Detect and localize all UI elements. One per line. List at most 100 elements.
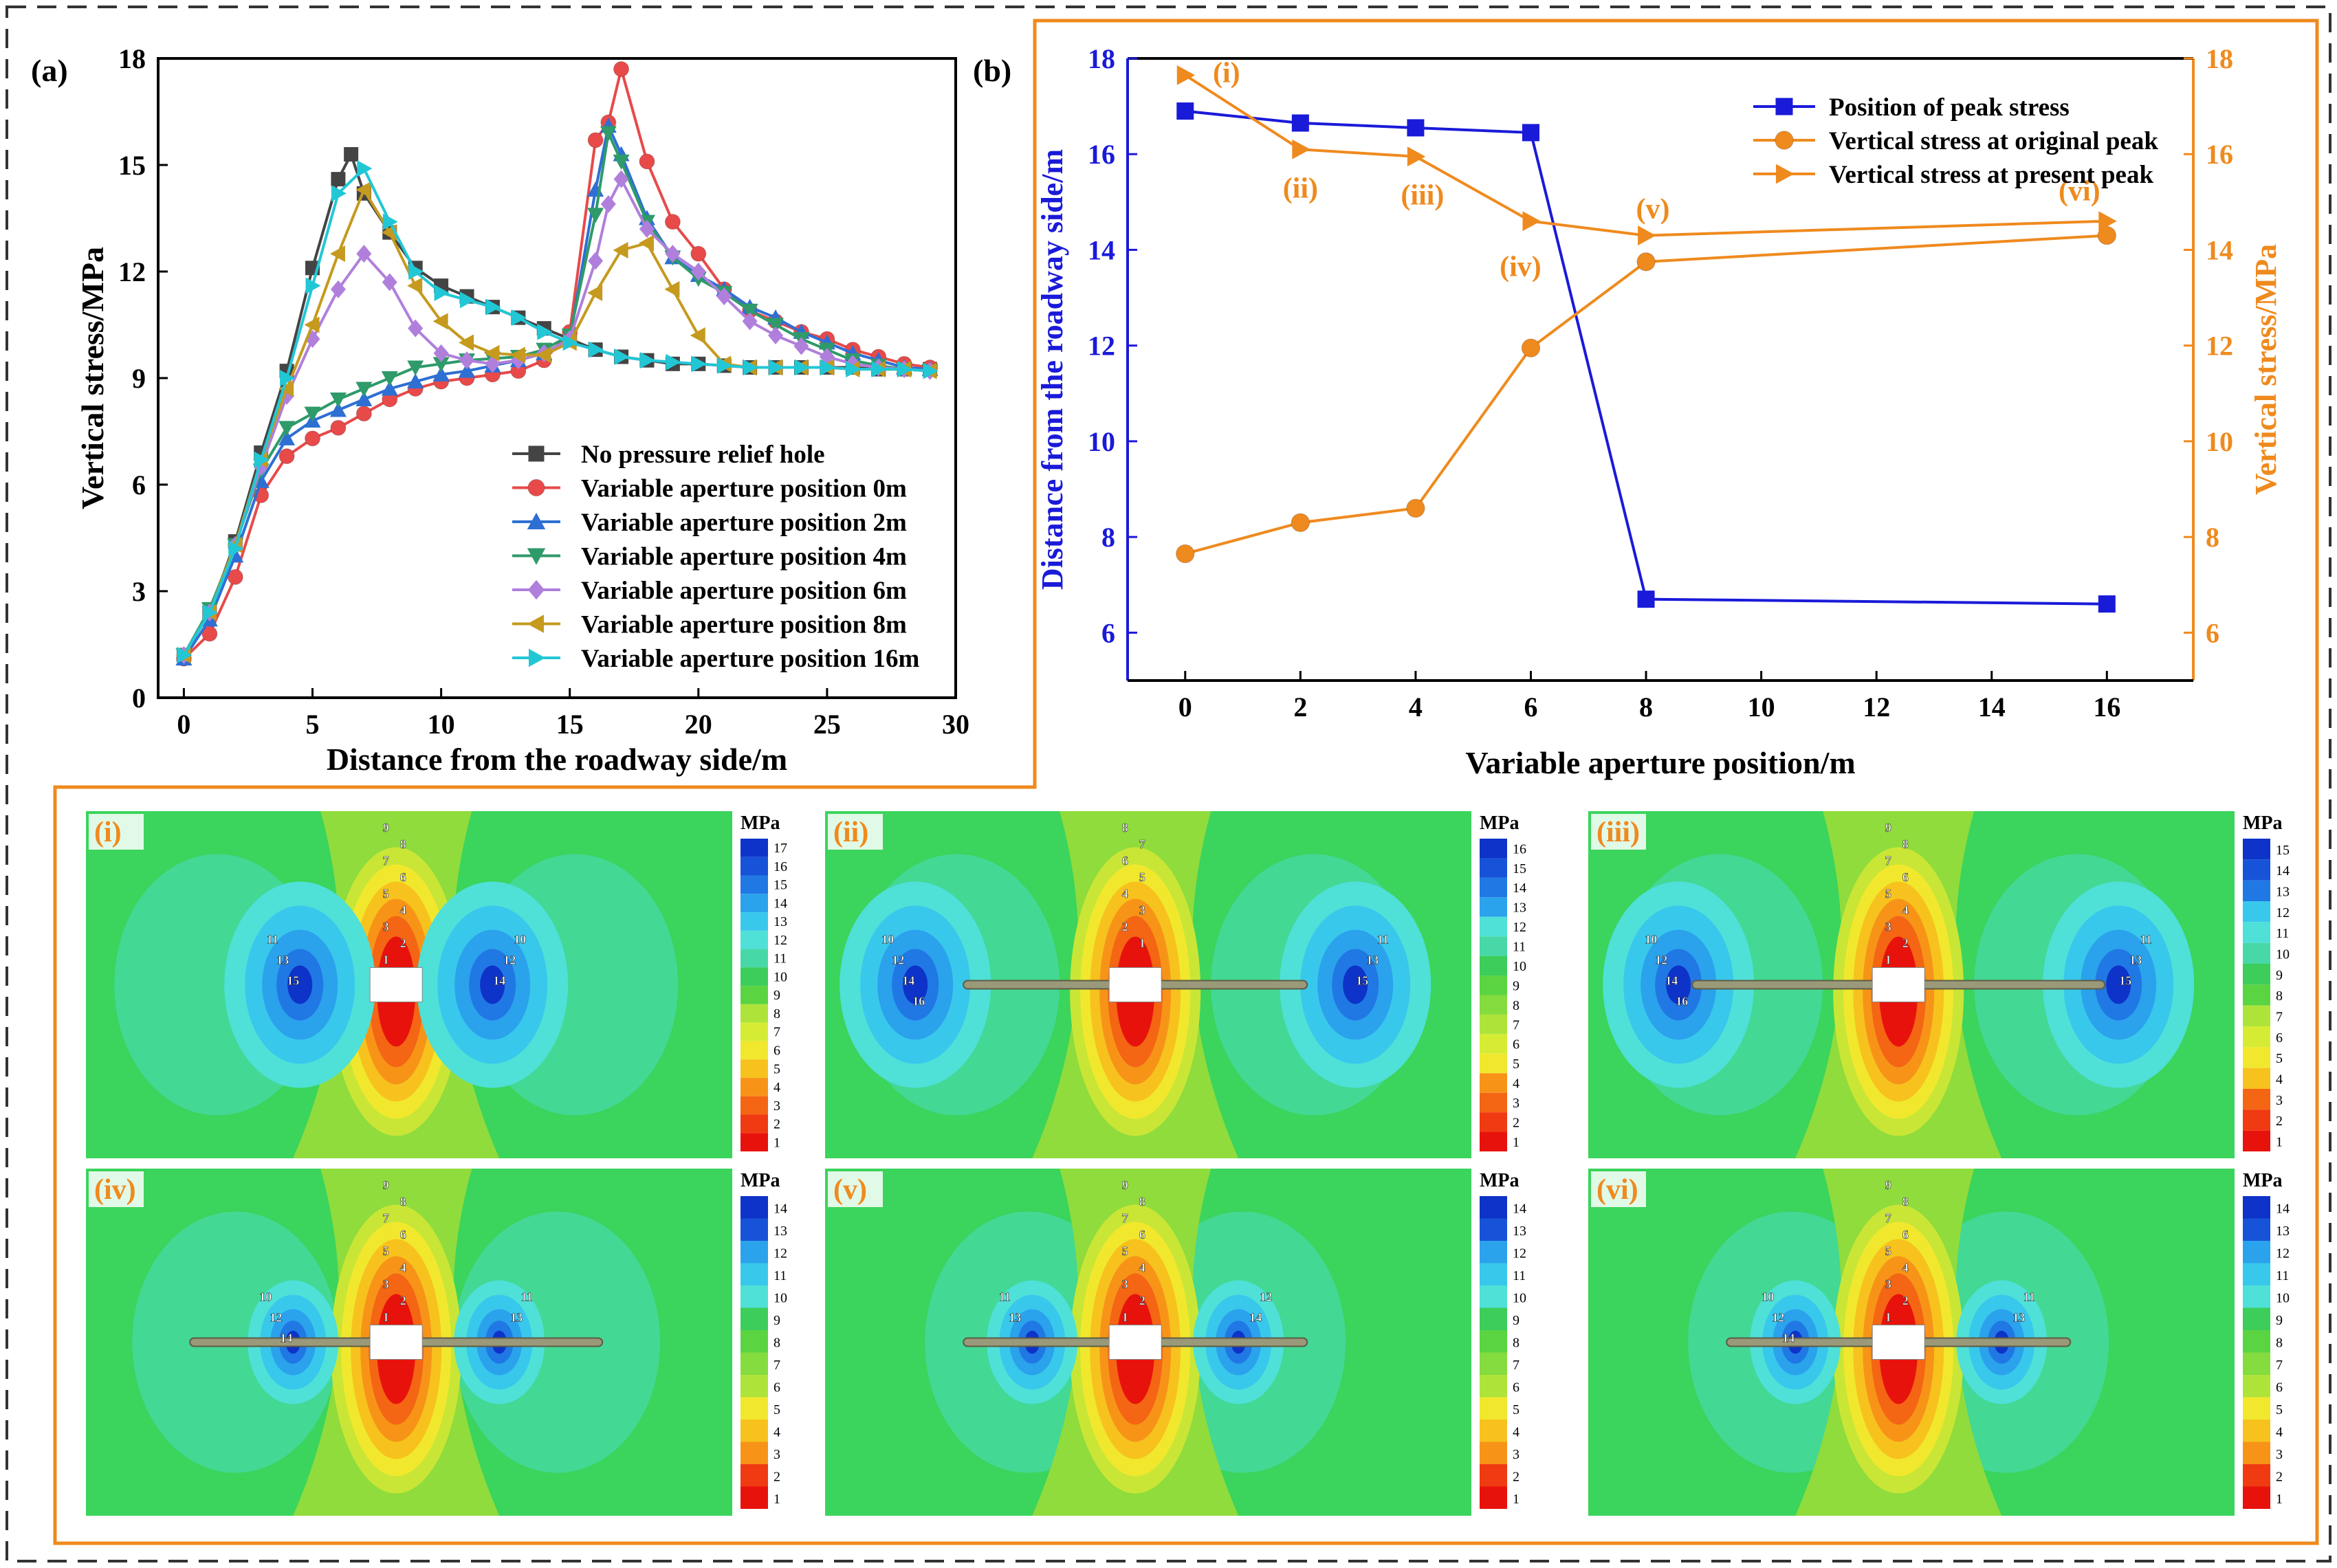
data-point: [1291, 513, 1310, 532]
contour-label-top: 7: [1885, 1211, 1891, 1225]
panel-label-bg: [828, 1171, 883, 1207]
legend-value: 9: [1513, 1313, 1519, 1328]
legend-swatch: [740, 1041, 768, 1060]
legend-swatch: [1480, 1131, 1507, 1151]
y-tick-label-left-b: 18: [1088, 43, 1115, 74]
legend-value: 7: [773, 1358, 780, 1373]
data-point: [355, 406, 372, 422]
legend-swatch: [1480, 858, 1507, 878]
contour-label-top: 4: [1902, 903, 1909, 917]
legend-value: 1: [2276, 1134, 2283, 1149]
contour-label-top: 7: [1885, 854, 1891, 868]
legend-marker-b: [1776, 164, 1795, 184]
series-a-6: [177, 160, 939, 663]
y-axis-label-right-b: Vertical stress/MPa: [2249, 244, 2283, 495]
data-point: [639, 220, 655, 238]
data-point: [485, 298, 501, 316]
roadway-opening: [1108, 967, 1162, 1002]
contour-label-right: 13: [1366, 953, 1379, 967]
data-point: [613, 242, 628, 258]
series-line: [1185, 234, 2107, 555]
contour-label-right: 12: [503, 953, 516, 967]
contour-label-top: 9: [383, 821, 389, 835]
data-point: [587, 208, 604, 223]
y-tick-label-left-b: 8: [1101, 522, 1115, 553]
legend-swatch: [1480, 936, 1507, 956]
data-point: [329, 245, 345, 263]
y-tick-label-right-b: 10: [2206, 426, 2233, 457]
legend-swatch: [2243, 1026, 2270, 1048]
panel-label-b: (b): [973, 53, 1011, 88]
legend-label-a: Variable aperture position 6m: [581, 577, 907, 605]
x-tick-label-a: 0: [177, 709, 190, 740]
legend-swatch: [740, 1004, 768, 1023]
legend-value: 1: [1513, 1135, 1519, 1150]
data-point: [407, 277, 423, 294]
x-tick-label-b: 16: [2093, 692, 2120, 722]
data-point: [357, 160, 373, 177]
legend-swatch: [740, 1397, 768, 1420]
x-tick-label-b: 12: [1863, 692, 1890, 722]
contour-label-top: 3: [1139, 903, 1145, 917]
legend-swatch: [2243, 901, 2270, 923]
x-tick-label-b: 8: [1639, 692, 1653, 722]
legend-swatch: [740, 1375, 768, 1398]
legend-swatch: [2243, 1089, 2270, 1110]
chart-a: (a) 0 5 10 15 20 25 30 0 3 6 9 12 15 18 Distance from t…: [31, 43, 969, 777]
legend-swatch: [740, 1133, 768, 1151]
annotation-b: (ii): [1283, 173, 1318, 204]
legend-value: 5: [773, 1402, 780, 1417]
contour-label-right: 15: [1356, 974, 1368, 988]
contour-label-right: 15: [2119, 974, 2131, 988]
contour-label-left: 10: [1762, 1290, 1774, 1304]
data-point: [639, 352, 655, 369]
legend-swatch: [2243, 1442, 2270, 1464]
x-tick-label-b: 4: [1409, 692, 1423, 722]
x-tick-label-a: 20: [685, 709, 712, 740]
data-point: [639, 153, 655, 170]
legend-swatch: [740, 912, 768, 931]
blue-contour: [903, 965, 928, 1004]
data-point: [484, 344, 500, 362]
legend-swatch: [2243, 1068, 2270, 1089]
panel-label-bg: [89, 1171, 144, 1207]
legend-value: 13: [773, 1224, 787, 1239]
legend-swatch: [1480, 1420, 1507, 1442]
contour-label-top: 7: [1139, 837, 1145, 851]
legend-value: 2: [2276, 1114, 2283, 1129]
legend-value: 4: [2276, 1072, 2283, 1087]
roadway-opening: [1872, 967, 1925, 1002]
legend-marker-a: [527, 579, 545, 600]
data-point: [897, 361, 913, 378]
outer-dashed-frame: [6, 5, 2331, 1563]
contour-label-top: 1: [1122, 1310, 1128, 1324]
legend-value: 4: [773, 1080, 780, 1095]
data-point: [344, 147, 359, 162]
legend-swatch: [2243, 1047, 2270, 1068]
data-point: [1176, 544, 1195, 564]
legend-value: 13: [773, 914, 787, 929]
legend-value: 12: [773, 1246, 787, 1261]
legend-swatch: [740, 1241, 768, 1263]
legend-value: 8: [1513, 1335, 1519, 1350]
data-point: [664, 214, 681, 230]
legend-value: 14: [2276, 863, 2290, 879]
data-point: [1407, 146, 1426, 167]
y-tick-label-a: 9: [132, 363, 146, 394]
data-point: [768, 327, 784, 344]
x-tick-label-a: 10: [428, 709, 455, 740]
legend-value: 8: [2276, 989, 2283, 1004]
legend-value: 6: [773, 1043, 780, 1058]
legend-value: 6: [1513, 1037, 1519, 1052]
legend-value: 8: [773, 1006, 780, 1022]
legend-value: 5: [1513, 1057, 1519, 1072]
contour-label-top: 7: [383, 1211, 389, 1225]
y-tick-label-right-b: 16: [2206, 139, 2233, 170]
x-tick-label-a: 30: [942, 709, 969, 740]
y-tick-label-right-b: 18: [2206, 43, 2233, 74]
legend-value: 2: [1513, 1469, 1519, 1484]
legend-value: 11: [2276, 926, 2289, 941]
legend-value: 13: [2276, 884, 2290, 899]
data-point: [638, 234, 654, 252]
